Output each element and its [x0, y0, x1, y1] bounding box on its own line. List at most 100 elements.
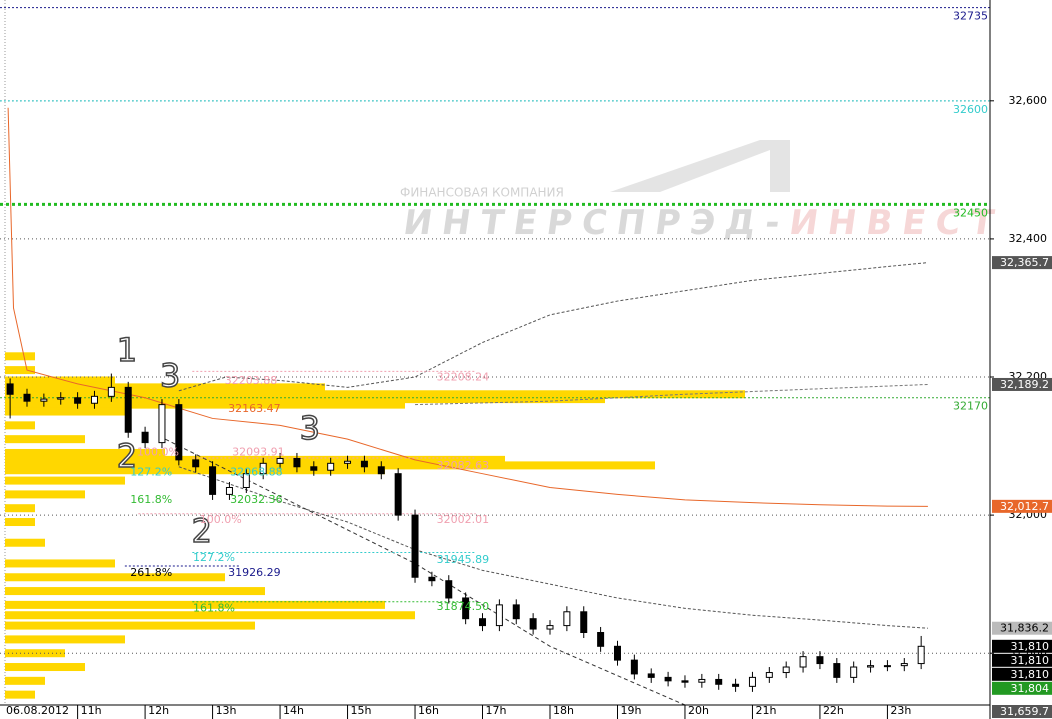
wave-label: 2 — [192, 512, 212, 550]
candle-body — [698, 678, 706, 683]
watermark-line2: ИНТЕРСПРЭД-ИНВЕСТ — [401, 203, 1007, 243]
profile-bar — [5, 383, 325, 392]
x-tick-label: 23h — [890, 704, 911, 717]
x-tick-label: 16h — [418, 704, 439, 717]
x-tick-label: 12h — [148, 704, 169, 717]
wave-label: 2 — [117, 437, 137, 475]
candle-body — [799, 656, 807, 668]
level-label: 32600 — [953, 103, 988, 116]
profile-bar — [5, 476, 125, 485]
candle-body — [141, 431, 149, 444]
candle-body — [175, 404, 183, 461]
profile-bar — [5, 435, 85, 444]
candle-body — [479, 618, 487, 627]
fib-label: 127.2% — [193, 551, 235, 564]
candle-body — [647, 673, 655, 678]
x-tick-label: 13h — [216, 704, 237, 717]
price-tag — [992, 653, 1052, 667]
candle-body — [580, 611, 588, 633]
profile-bar — [5, 395, 605, 404]
candle-body — [259, 462, 267, 475]
profile-bar — [5, 573, 225, 582]
candle-body — [883, 665, 891, 668]
price-tag-label: 31,810 — [1011, 654, 1050, 667]
profile-bar — [5, 538, 45, 547]
profile-bar — [5, 649, 65, 658]
price-tag-label: 32,365.7 — [1000, 256, 1049, 269]
level-label: 32735 — [953, 10, 988, 23]
watermark: ФИНАНСОВАЯ КОМПАНИЯ ИНТЕРСПРЭД-ИНВЕСТ — [400, 140, 1007, 242]
y-tick-label: 32,600 — [1009, 94, 1048, 107]
candle-body — [23, 393, 31, 402]
price-tag-label: 31,836.2 — [1000, 622, 1049, 635]
profile-bar — [5, 366, 35, 375]
profile-bar — [5, 490, 85, 499]
candle-body — [765, 672, 773, 678]
fib-label: 161.8% — [193, 601, 235, 614]
x-tick-label: 15h — [351, 704, 372, 717]
candle-body — [512, 604, 520, 620]
candle-body — [192, 459, 200, 468]
candle-body — [748, 676, 756, 687]
candle-body — [377, 466, 385, 475]
candle-body — [462, 597, 470, 620]
candle-body — [293, 457, 301, 468]
candle-body — [360, 460, 368, 468]
price-tag — [992, 256, 1052, 270]
level-label: 32170 — [953, 400, 988, 413]
profile-bar — [5, 663, 85, 672]
candle-body — [850, 666, 858, 678]
price-tag-label: 32,189.2 — [1000, 378, 1049, 391]
x-tick-label: 17h — [486, 704, 507, 717]
fib-label: 31926.29 — [228, 566, 280, 579]
price-tag — [992, 681, 1052, 695]
profile-bar — [5, 621, 255, 630]
fib-label: 100.0% — [200, 513, 242, 526]
candle-body — [74, 397, 82, 404]
profile-bar — [5, 587, 265, 596]
candle-body — [40, 398, 48, 402]
fib-label: 32032.36 — [230, 493, 282, 506]
indicator-line — [178, 262, 928, 392]
x-tick-label: 19h — [620, 704, 641, 717]
fib-label: 31874.50 — [437, 600, 490, 613]
candle-body — [630, 659, 638, 675]
candle-body — [411, 514, 419, 578]
candle-body — [445, 580, 453, 599]
x-tick-label: 21h — [755, 704, 776, 717]
price-tag — [992, 667, 1052, 681]
candle-body — [124, 386, 132, 433]
profile-bar — [5, 600, 385, 609]
y-tick-label: 32,400 — [1009, 232, 1048, 245]
fib-label: 32093.91 — [232, 445, 284, 458]
candle-body — [681, 680, 689, 683]
candle-body — [276, 457, 284, 464]
price-tag-label: 32,012.7 — [1000, 500, 1049, 513]
profile-bar — [5, 466, 385, 475]
profile-bar — [5, 611, 415, 620]
fib-label: 32082.63 — [437, 459, 490, 472]
profile-bar — [5, 504, 35, 513]
x-tick-label: 14h — [283, 704, 304, 717]
candle-body — [327, 462, 335, 471]
candle-body — [664, 676, 672, 682]
fib-label: 32203.88 — [225, 374, 278, 387]
candle-body — [344, 460, 352, 464]
profile-bar — [5, 559, 115, 568]
profile-bar — [5, 635, 125, 644]
profile-bar — [5, 455, 505, 464]
profile-bar — [5, 690, 35, 699]
profile-bar — [5, 518, 35, 527]
candle-body — [715, 678, 723, 685]
candle-body — [57, 397, 65, 400]
price-tag — [992, 639, 1052, 653]
x-tick-label: 22h — [823, 704, 844, 717]
fib-label: 127.2% — [130, 465, 172, 478]
candle-body — [242, 473, 250, 488]
profile-bar — [5, 421, 35, 430]
profile-bar — [5, 352, 35, 361]
profile-bar — [5, 448, 165, 457]
profile-bar — [5, 400, 405, 409]
date-label: 06.08.2012 — [6, 704, 69, 717]
